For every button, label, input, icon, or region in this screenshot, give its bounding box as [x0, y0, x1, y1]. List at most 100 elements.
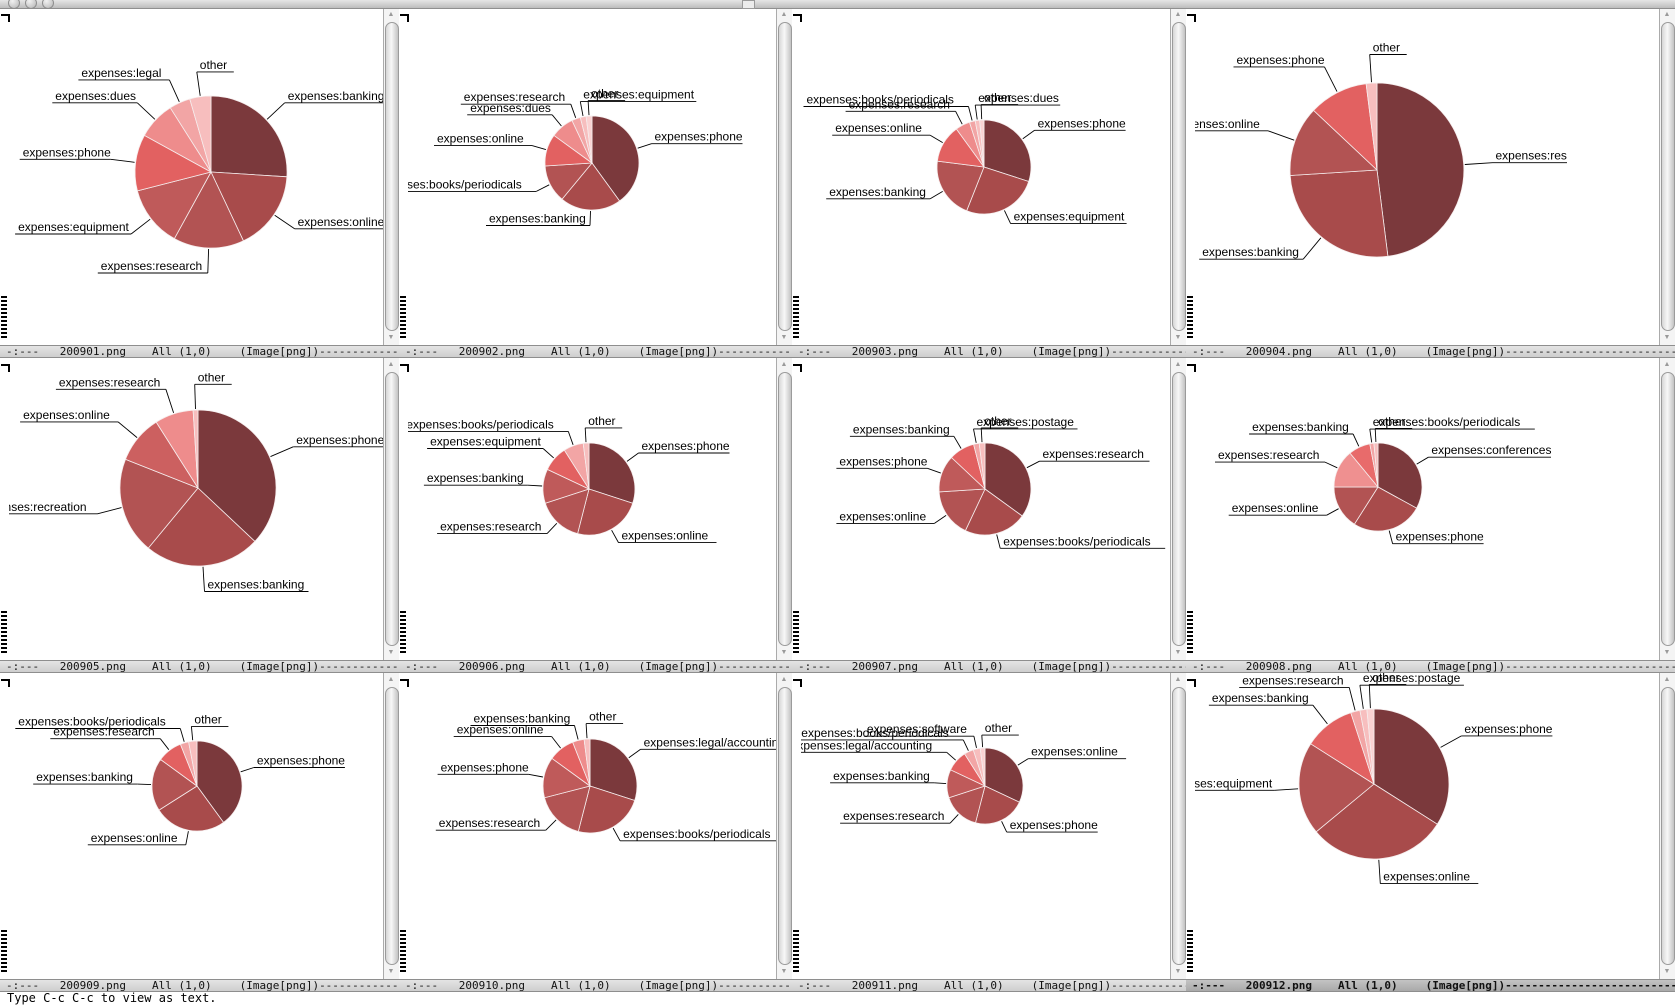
close-button[interactable]	[8, 0, 20, 9]
scroll-down-arrow-icon[interactable]: ▼	[780, 968, 788, 975]
echo-area[interactable]: Type C-c C-c to view as text.	[0, 992, 1675, 1004]
label-leader-line	[1326, 508, 1339, 516]
scroll-down-arrow-icon[interactable]: ▼	[1663, 649, 1671, 656]
label-leader-line	[1374, 428, 1377, 443]
image-buffer[interactable]: expenses:conferences expenses:phone expens…	[1186, 358, 1675, 660]
label-leader-line	[973, 736, 977, 748]
scroll-down-arrow-icon[interactable]: ▼	[1663, 968, 1671, 975]
mode-line[interactable]: -:--- 200903.png All (1,0) (Image[png])---…	[792, 345, 1186, 358]
mode-line[interactable]: -:--- 200905.png All (1,0) (Image[png])---…	[0, 660, 399, 673]
scroll-down-arrow-icon[interactable]: ▼	[780, 649, 788, 656]
scrollbar-thumb[interactable]	[1172, 372, 1186, 646]
scroll-up-arrow-icon[interactable]: ▲	[387, 11, 395, 18]
pie-slice	[983, 119, 1032, 183]
label-leader-line	[196, 71, 201, 96]
pie-slice	[119, 458, 199, 549]
vertical-scrollbar[interactable]: ▲ ▼	[383, 358, 399, 660]
vertical-scrollbar[interactable]: ▲ ▼	[776, 673, 792, 979]
mode-line[interactable]: -:--- 200901.png All (1,0) (Image[png])---…	[0, 345, 399, 358]
scroll-up-arrow-icon[interactable]: ▲	[1663, 11, 1671, 18]
scrollbar-thumb[interactable]	[1661, 372, 1675, 646]
label-leader-line	[266, 102, 286, 120]
mode-line[interactable]: -:--- 200912.png All (1,0) (Image[png])---…	[1186, 979, 1675, 992]
vertical-scrollbar[interactable]: ▲ ▼	[1170, 358, 1186, 660]
image-buffer[interactable]: expenses:phone expenses:online expenses:eq…	[1186, 673, 1675, 979]
vertical-scrollbar[interactable]: ▲ ▼	[383, 673, 399, 979]
vertical-scrollbar[interactable]: ▲ ▼	[1659, 673, 1675, 979]
vertical-scrollbar[interactable]: ▲ ▼	[1659, 8, 1675, 345]
scrollbar-thumb[interactable]	[385, 372, 399, 646]
label-leader-line	[159, 738, 170, 750]
slice-label: expenses:dues	[978, 91, 1059, 105]
scrollbar-thumb[interactable]	[778, 687, 792, 965]
scroll-down-arrow-icon[interactable]: ▼	[1663, 334, 1671, 341]
image-buffer[interactable]: expenses:legal/accounting expenses:books/…	[399, 673, 792, 979]
vertical-scrollbar[interactable]: ▲ ▼	[1659, 358, 1675, 660]
scroll-up-arrow-icon[interactable]: ▲	[387, 676, 395, 683]
vertical-scrollbar[interactable]: ▲ ▼	[1170, 673, 1186, 979]
scroll-down-arrow-icon[interactable]: ▼	[1174, 649, 1182, 656]
modeline-buffer-name: 200901.png	[59, 345, 126, 358]
scroll-down-arrow-icon[interactable]: ▼	[1174, 968, 1182, 975]
zoom-button[interactable]	[42, 0, 54, 9]
mode-line[interactable]: -:--- 200908.png All (1,0) (Image[png])---…	[1186, 660, 1675, 673]
image-buffer[interactable]: expenses:research expenses:banking expense…	[1186, 8, 1675, 345]
vertical-scrollbar[interactable]: ▲ ▼	[383, 8, 399, 345]
scroll-up-arrow-icon[interactable]: ▲	[387, 361, 395, 368]
label-leader-line	[611, 529, 619, 543]
label-leader-line	[527, 484, 543, 487]
mode-line[interactable]: -:--- 200910.png All (1,0) (Image[png])---…	[399, 979, 792, 992]
scroll-down-arrow-icon[interactable]: ▼	[387, 334, 395, 341]
modeline-position: All (1,0)	[943, 345, 1004, 358]
image-buffer[interactable]: expenses:phone expenses:online expenses:re…	[399, 358, 792, 660]
scrollbar-thumb[interactable]	[385, 22, 399, 331]
mode-line[interactable]: -:--- 200909.png All (1,0) (Image[png])---…	[0, 979, 399, 992]
scroll-down-arrow-icon[interactable]: ▼	[780, 334, 788, 341]
scroll-up-arrow-icon[interactable]: ▲	[1174, 11, 1182, 18]
mode-line[interactable]: -:--- 200904.png All (1,0) (Image[png])---…	[1186, 345, 1675, 358]
scrollbar-thumb[interactable]	[778, 22, 792, 331]
pie-slice	[1373, 708, 1450, 825]
scrollbar-thumb[interactable]	[385, 687, 399, 965]
scrollbar-thumb[interactable]	[1661, 22, 1675, 331]
scrollbar-thumb[interactable]	[1661, 687, 1675, 965]
modeline-major-mode: (Image[png])----------------------------…	[1031, 660, 1186, 673]
slice-label: expenses:online	[298, 215, 384, 229]
slice-label: expenses:research	[101, 259, 202, 273]
scroll-up-arrow-icon[interactable]: ▲	[780, 11, 788, 18]
label-leader-line	[165, 389, 175, 414]
scroll-up-arrow-icon[interactable]: ▲	[780, 361, 788, 368]
scroll-down-arrow-icon[interactable]: ▼	[387, 968, 395, 975]
vertical-scrollbar[interactable]: ▲ ▼	[776, 8, 792, 345]
scroll-up-arrow-icon[interactable]: ▲	[1174, 361, 1182, 368]
slice-label: expenses:online	[1383, 870, 1470, 884]
mode-line[interactable]: -:--- 200902.png All (1,0) (Image[png])---…	[399, 345, 792, 358]
mode-line[interactable]: -:--- 200907.png All (1,0) (Image[png])---…	[792, 660, 1186, 673]
scrollbar-thumb[interactable]	[1172, 22, 1186, 331]
pie-slice	[136, 171, 212, 240]
scroll-up-arrow-icon[interactable]: ▲	[780, 676, 788, 683]
mode-line[interactable]: -:--- 200906.png All (1,0) (Image[png])---…	[399, 660, 792, 673]
scroll-down-arrow-icon[interactable]: ▼	[1174, 334, 1182, 341]
image-buffer[interactable]: expenses:phone expenses:banking expenses:r…	[0, 358, 399, 660]
vertical-scrollbar[interactable]: ▲ ▼	[1170, 8, 1186, 345]
minimize-button[interactable]	[25, 0, 37, 9]
image-buffer[interactable]: expenses:phone expenses:online expenses:ba…	[0, 673, 399, 979]
mode-line[interactable]: -:--- 200911.png All (1,0) (Image[png])---…	[792, 979, 1186, 992]
scrollbar-thumb[interactable]	[1172, 687, 1186, 965]
scrollbar-thumb[interactable]	[778, 372, 792, 646]
vertical-scrollbar[interactable]: ▲ ▼	[776, 358, 792, 660]
image-buffer[interactable]: expenses:phone expenses:banking expenses:b…	[399, 8, 792, 345]
scroll-up-arrow-icon[interactable]: ▲	[1663, 676, 1671, 683]
slice-label: expenses:research	[1218, 448, 1319, 462]
scroll-up-arrow-icon[interactable]: ▲	[1663, 361, 1671, 368]
image-buffer[interactable]: expenses:phone expenses:equipment expenses…	[792, 8, 1186, 345]
image-buffer[interactable]: expenses:research expenses:books/periodic…	[792, 358, 1186, 660]
scroll-down-arrow-icon[interactable]: ▼	[387, 649, 395, 656]
pie-chart-image: expenses:phone expenses:online expenses:ba…	[15, 712, 345, 846]
modeline-buffer-name: 200906.png	[458, 660, 525, 673]
image-buffer[interactable]: expenses:banking expenses:online expenses:…	[0, 8, 399, 345]
scroll-up-arrow-icon[interactable]: ▲	[1174, 676, 1182, 683]
slice-label: expenses:research	[849, 97, 950, 111]
image-buffer[interactable]: expenses:online expenses:phone expenses:re…	[792, 673, 1186, 979]
